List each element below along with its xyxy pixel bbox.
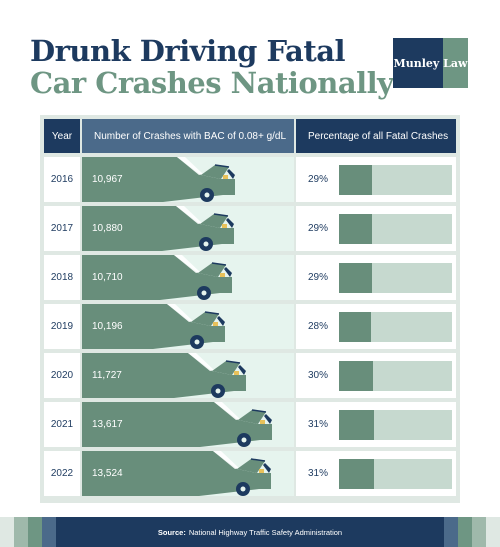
crashes-cell: 10,880 <box>82 206 294 251</box>
year-cell: 2021 <box>44 402 80 447</box>
header-percentage: Percentage of all Fatal Crashes <box>296 119 456 153</box>
crash-bar <box>82 402 200 447</box>
percentage-label: 31% <box>308 419 329 430</box>
crashes-cell: 13,524 <box>82 451 294 496</box>
percentage-cell: 29% <box>296 206 456 251</box>
year-cell: 2018 <box>44 255 80 300</box>
year-label: 2018 <box>50 272 74 283</box>
percentage-bar-track <box>339 458 452 489</box>
title-line-2: Car Crashes Nationally <box>30 66 394 100</box>
year-cell: 2019 <box>44 304 80 349</box>
year-cell: 2016 <box>44 157 80 202</box>
percentage-cell: 31% <box>296 451 456 496</box>
percentage-label: 28% <box>308 321 329 332</box>
percentage-bar-fill <box>339 409 374 440</box>
crash-bar <box>82 157 163 202</box>
year-cell: 2022 <box>44 451 80 496</box>
percentage-bar-fill <box>339 360 373 391</box>
crashed-car-icon <box>199 451 271 496</box>
percentage-bar-track <box>339 262 452 293</box>
crashed-car-icon <box>200 402 272 447</box>
source-note: Source: National Highway Traffic Safety … <box>0 517 500 547</box>
source-text: National Highway Traffic Safety Administ… <box>188 527 343 537</box>
year-label: 2019 <box>50 321 74 332</box>
year-cell: 2020 <box>44 353 80 398</box>
crashes-cell: 10,196 <box>82 304 294 349</box>
crash-count: 10,710 <box>92 272 123 283</box>
title-line-1: Drunk Driving Fatal <box>30 34 346 68</box>
percentage-label: 29% <box>308 223 329 234</box>
header-crashes: Number of Crashes with BAC of 0.08+ g/dL <box>82 119 294 153</box>
percentage-cell: 29% <box>296 255 456 300</box>
percentage-cell: 31% <box>296 402 456 447</box>
year-label: 2021 <box>50 419 74 430</box>
percentage-bar-fill <box>339 311 371 342</box>
year-label: 2016 <box>50 174 74 185</box>
crashed-car-icon <box>163 157 235 202</box>
crashes-cell: 11,727 <box>82 353 294 398</box>
crash-count: 11,727 <box>92 370 122 381</box>
percentage-label: 31% <box>308 468 329 479</box>
percentage-bar-track <box>339 213 452 244</box>
source-label: Source: <box>157 527 186 537</box>
crash-bar <box>82 206 162 251</box>
percentage-cell: 28% <box>296 304 456 349</box>
percentage-bar-fill <box>339 458 374 489</box>
crash-count: 13,524 <box>92 468 123 479</box>
percentage-label: 30% <box>308 370 329 381</box>
percentage-bar-fill <box>339 262 372 293</box>
crashes-cell: 13,617 <box>82 402 294 447</box>
crashed-car-icon <box>153 304 225 349</box>
percentage-bar-fill <box>339 164 372 195</box>
crashed-car-icon <box>174 353 246 398</box>
crash-bar <box>82 255 160 300</box>
percentage-bar-track <box>339 164 452 195</box>
header-year-label: Year <box>51 130 73 142</box>
header-percentage-label: Percentage of all Fatal Crashes <box>308 130 449 142</box>
crashes-cell: 10,967 <box>82 157 294 202</box>
crash-count: 10,880 <box>92 223 123 234</box>
percentage-bar-track <box>339 409 452 440</box>
year-label: 2020 <box>50 370 74 381</box>
crashes-cell: 10,710 <box>82 255 294 300</box>
percentage-bar-track <box>339 311 452 342</box>
crash-bar <box>82 304 153 349</box>
year-cell: 2017 <box>44 206 80 251</box>
crash-count: 10,196 <box>92 321 123 332</box>
crash-count: 13,617 <box>92 419 123 430</box>
header-year: Year <box>44 119 80 153</box>
percentage-bar-track <box>339 360 452 391</box>
header-crashes-label: Number of Crashes with BAC of 0.08+ g/dL <box>94 130 287 142</box>
crash-bar <box>82 451 199 496</box>
year-label: 2017 <box>50 223 74 234</box>
brand-logo: Munley Law <box>393 38 468 88</box>
percentage-label: 29% <box>308 174 329 185</box>
year-label: 2022 <box>50 468 74 479</box>
percentage-cell: 29% <box>296 157 456 202</box>
crashed-car-icon <box>160 255 232 300</box>
crashed-car-icon <box>162 206 234 251</box>
footer-band <box>0 517 500 547</box>
crash-bar <box>82 353 174 398</box>
percentage-bar-fill <box>339 213 372 244</box>
crash-count: 10,967 <box>92 174 123 185</box>
brand-logo-text: Munley Law <box>393 56 468 70</box>
percentage-label: 29% <box>308 272 329 283</box>
percentage-cell: 30% <box>296 353 456 398</box>
